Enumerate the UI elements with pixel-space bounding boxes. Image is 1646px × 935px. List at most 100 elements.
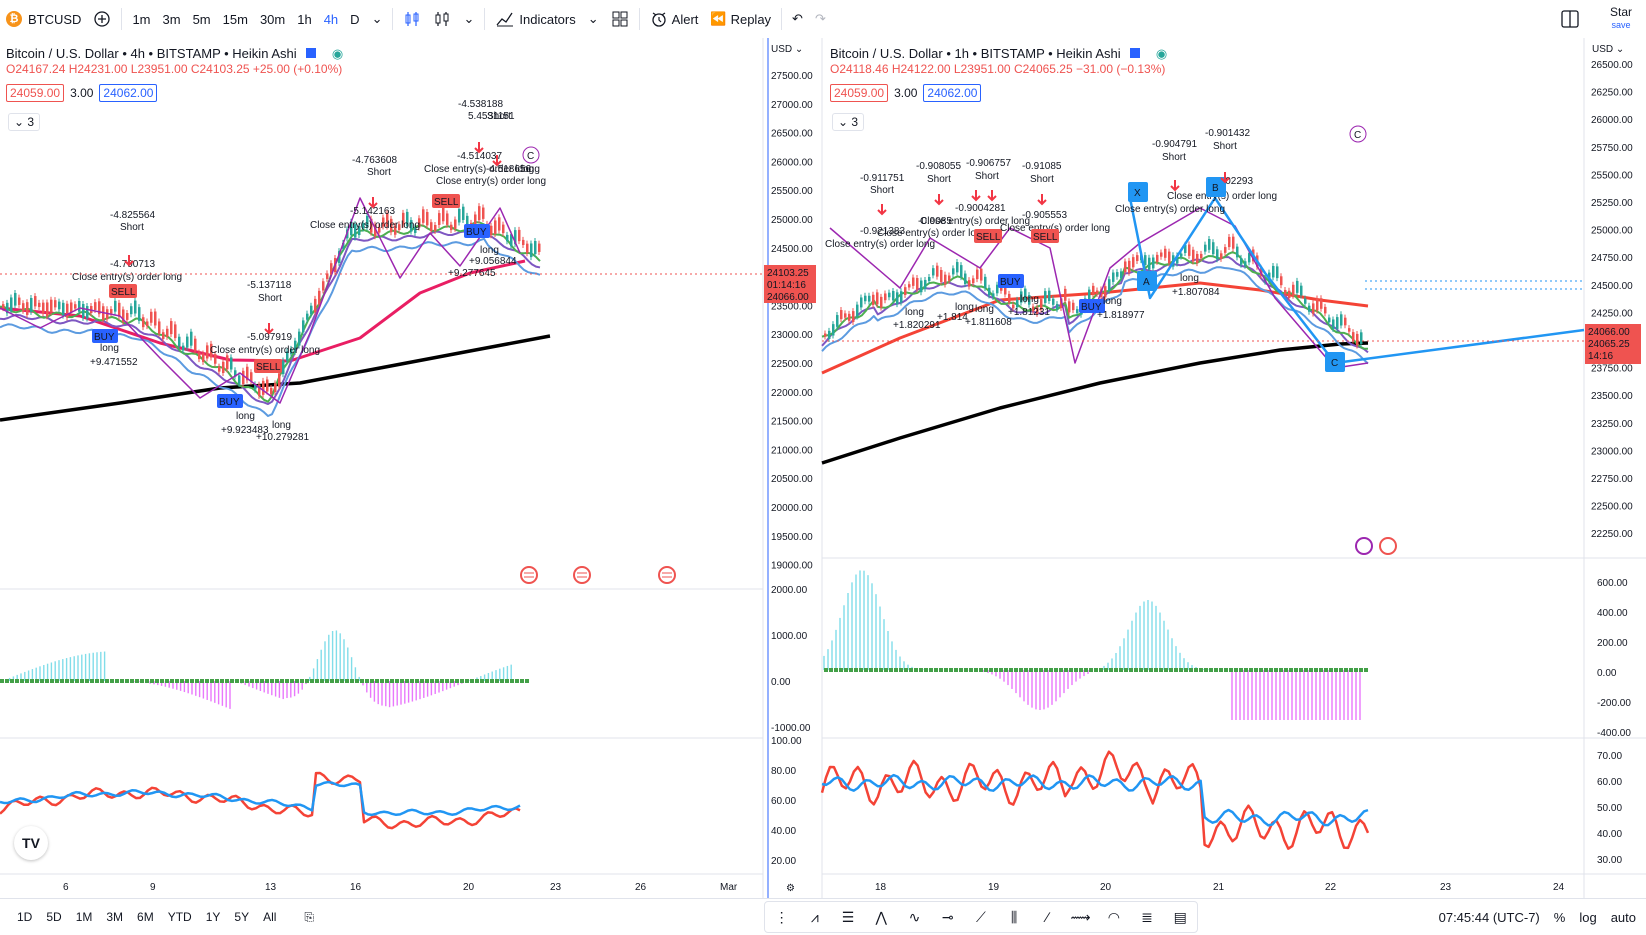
line-icon[interactable]: ∕ — [1046, 909, 1049, 925]
zigzag-icon[interactable]: ⋀ — [875, 908, 887, 925]
arc-icon[interactable]: ◠ — [1107, 908, 1120, 925]
range-1y[interactable]: 1Y — [205, 910, 221, 924]
left-sell-price[interactable]: 24059.00 — [6, 84, 65, 102]
strategy-annotation: long — [1020, 294, 1039, 305]
candle-body — [1136, 255, 1139, 262]
candle-body — [14, 292, 17, 306]
flag-icon[interactable] — [1130, 48, 1141, 58]
horizontal-ray-icon[interactable]: ⊸ — [941, 908, 954, 925]
layout-button[interactable] — [605, 0, 635, 38]
tradingview-logo-icon[interactable]: TV — [14, 826, 48, 860]
ma-blue-line — [0, 237, 541, 418]
goto-date-icon[interactable]: ⎘ — [304, 909, 315, 924]
right-price-tick-label: 23000.00 — [1591, 446, 1633, 457]
fib-retracement-icon[interactable]: ☰ — [841, 908, 855, 925]
left-rsi-tick-label: 60.00 — [771, 796, 796, 807]
range-5d[interactable]: 5D — [46, 910, 62, 924]
right-pane-title[interactable]: Bitcoin / U.S. Dollar • 1h • BITSTAMP • … — [830, 46, 1121, 61]
star-save-button[interactable]: Star save — [1610, 6, 1632, 32]
sell-signal-label: SELL — [434, 197, 459, 208]
curve-icon[interactable]: ∿ — [908, 908, 921, 925]
short-arrow-icon — [1037, 194, 1047, 206]
interval-3m[interactable]: 3m — [162, 11, 181, 27]
range-6m[interactable]: 6M — [137, 910, 154, 924]
candle-body — [984, 276, 987, 288]
chart-type-chevron-icon[interactable]: ⌄ — [463, 11, 475, 26]
parallel-channel-icon[interactable]: ▤ — [1173, 908, 1187, 925]
interval-dropdown-chevron-icon[interactable]: ⌄ — [371, 11, 383, 26]
interval-1m[interactable]: 1m — [132, 11, 151, 27]
interval-1h[interactable]: 1h — [297, 11, 312, 27]
candle-body — [386, 213, 389, 227]
log-toggle[interactable]: log — [1579, 909, 1597, 925]
range-ytd[interactable]: YTD — [167, 910, 192, 924]
interval-4h[interactable]: 4h — [323, 11, 339, 27]
left-pane-title[interactable]: Bitcoin / U.S. Dollar • 4h • BITSTAMP • … — [6, 46, 297, 61]
left-price-tick-label: 20500.00 — [771, 474, 813, 485]
replay-button[interactable]: ⏪ Replay — [704, 0, 777, 38]
candle-body — [466, 215, 469, 225]
xabcd-pattern-icon[interactable]: ⩘ — [810, 908, 819, 925]
left-buy-price[interactable]: 24062.00 — [99, 84, 158, 102]
fib-channel-icon[interactable]: ≣ — [1141, 908, 1153, 925]
indicators-chevron-icon[interactable]: ⌄ — [587, 11, 599, 26]
bars-pattern-icon[interactable]: ⫼ — [1010, 908, 1018, 925]
candle-body — [374, 224, 377, 237]
chart-type-bars-button[interactable] — [397, 0, 427, 38]
undo-icon[interactable]: ↶ — [792, 11, 803, 26]
candle-body — [1180, 253, 1183, 257]
left-indicator-toggle[interactable]: ⌄ 3 — [8, 113, 41, 131]
interval-30m[interactable]: 30m — [259, 11, 286, 27]
compare-button[interactable] — [87, 0, 117, 38]
candle-body — [130, 306, 133, 315]
candle-body — [1092, 285, 1095, 295]
candle-body — [250, 372, 253, 382]
percent-toggle[interactable]: % — [1553, 909, 1566, 925]
candle-body — [980, 268, 983, 281]
divider — [781, 8, 783, 30]
right-buy-price[interactable]: 24062.00 — [923, 84, 982, 102]
range-all[interactable]: All — [263, 910, 277, 924]
interval-d[interactable]: D — [350, 11, 360, 27]
alert-button[interactable]: Alert — [644, 0, 705, 38]
add-compare-icon — [94, 11, 111, 27]
interval-15m[interactable]: 15m — [222, 11, 248, 27]
indicators-label: Indicators — [519, 11, 576, 27]
candle-body — [1016, 299, 1019, 308]
symbol-search[interactable]: ₿ BTCUSD — [0, 0, 87, 38]
range-1d[interactable]: 1D — [17, 910, 33, 924]
chart-type-candles-button[interactable] — [427, 0, 457, 38]
trend-line-icon[interactable]: ⟋ — [976, 908, 986, 925]
candle-body — [326, 273, 329, 279]
strategy-annotation: -0.904791 — [1152, 139, 1197, 150]
flag-icon[interactable] — [306, 48, 317, 58]
pattern-point-bg — [1128, 182, 1148, 202]
candle-body — [1236, 246, 1239, 258]
rsi-red-line — [820, 750, 1370, 850]
candle-body — [342, 242, 345, 249]
candle-body — [972, 278, 975, 284]
interval-5m[interactable]: 5m — [192, 11, 211, 27]
range-3m[interactable]: 3M — [106, 910, 124, 924]
right-indicator-toggle[interactable]: ⌄ 3 — [832, 113, 865, 131]
candle-body — [278, 373, 281, 387]
indicators-button[interactable]: Indicators — [489, 0, 581, 38]
ema-red-line — [0, 259, 526, 363]
range-5y[interactable]: 5Y — [234, 910, 250, 924]
right-sell-price[interactable]: 24059.00 — [830, 84, 889, 102]
candle-body — [510, 234, 513, 247]
range-1m[interactable]: 1M — [75, 910, 93, 924]
drawing-toolbar: ⋮ ⩘ ☰ ⋀ ∿ ⊸ ⟋ ⫼ ∕ ⟿ ◠ ≣ ▤ — [764, 901, 1198, 933]
layout-toggle-button[interactable] — [1560, 9, 1580, 32]
strategy-annotation: Short — [870, 185, 894, 196]
redo-icon[interactable]: ↷ — [814, 11, 826, 26]
drag-handle-icon[interactable]: ⋮ — [774, 908, 789, 925]
clock-time[interactable]: 07:45:44 (UTC-7) — [1438, 909, 1540, 925]
candle-body — [126, 313, 129, 320]
candle-body — [1068, 301, 1071, 313]
path-icon[interactable]: ⟿ — [1070, 908, 1091, 925]
auto-toggle[interactable]: auto — [1610, 909, 1636, 925]
